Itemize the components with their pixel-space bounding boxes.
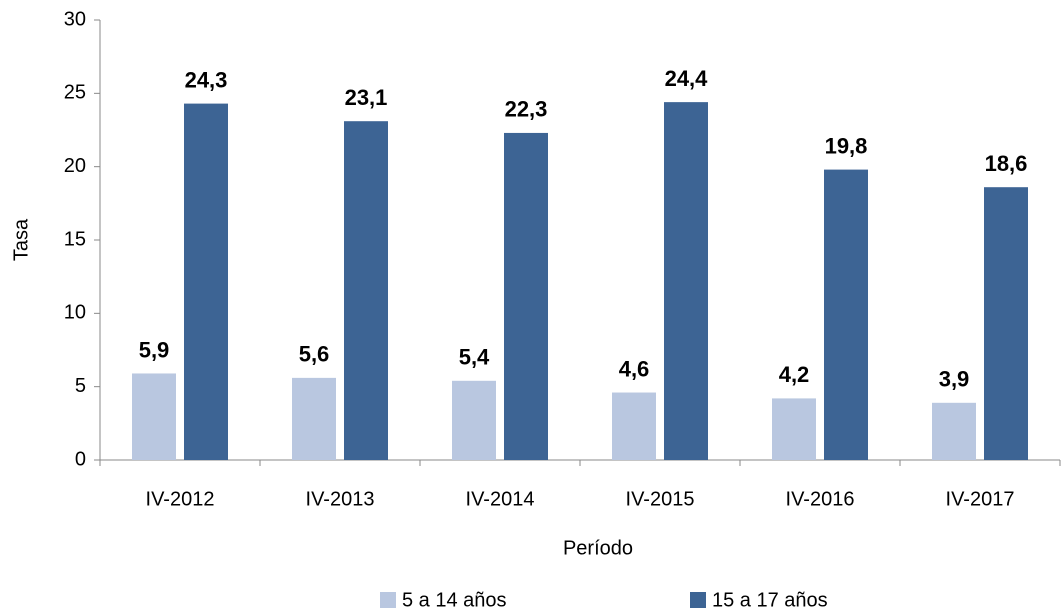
- bar: [132, 373, 176, 460]
- y-tick-label: 5: [75, 375, 86, 397]
- value-label: 24,4: [665, 66, 709, 91]
- value-label: 5,6: [299, 342, 330, 367]
- y-tick-label: 0: [75, 448, 86, 470]
- bar: [664, 102, 708, 460]
- x-tick-label: IV-2012: [146, 488, 215, 510]
- y-tick-label: 15: [64, 228, 86, 250]
- legend-swatch: [380, 592, 396, 608]
- value-label: 5,4: [459, 345, 490, 370]
- legend-label: 15 a 17 años: [712, 589, 828, 611]
- bar: [292, 377, 336, 460]
- x-tick-label: IV-2014: [466, 488, 535, 510]
- bar: [504, 132, 548, 460]
- value-label: 4,6: [619, 356, 650, 381]
- y-tick-label: 25: [64, 82, 86, 104]
- value-label: 24,3: [185, 67, 228, 92]
- bar: [772, 398, 816, 460]
- value-label: 5,9: [139, 337, 170, 362]
- x-tick-label: IV-2017: [946, 488, 1015, 510]
- bar: [452, 380, 496, 460]
- y-axis-title: Tasa: [10, 218, 32, 261]
- bar: [184, 103, 228, 460]
- value-label: 22,3: [505, 97, 548, 122]
- x-tick-label: IV-2013: [306, 488, 375, 510]
- legend-swatch: [690, 592, 706, 608]
- y-tick-label: 20: [64, 155, 86, 177]
- bar: [612, 392, 656, 460]
- bar: [344, 121, 388, 460]
- bar: [824, 169, 868, 460]
- bar: [932, 402, 976, 460]
- bar: [984, 187, 1028, 460]
- y-tick-label: 30: [64, 8, 86, 30]
- x-tick-label: IV-2016: [786, 488, 855, 510]
- value-label: 4,2: [779, 362, 810, 387]
- value-label: 19,8: [825, 133, 868, 158]
- y-tick-label: 10: [64, 302, 86, 324]
- legend-label: 5 a 14 años: [402, 589, 507, 611]
- value-label: 18,6: [985, 151, 1028, 176]
- x-tick-label: IV-2015: [626, 488, 695, 510]
- value-label: 3,9: [939, 367, 970, 392]
- x-axis-title: Período: [563, 537, 633, 559]
- value-label: 23,1: [345, 85, 388, 110]
